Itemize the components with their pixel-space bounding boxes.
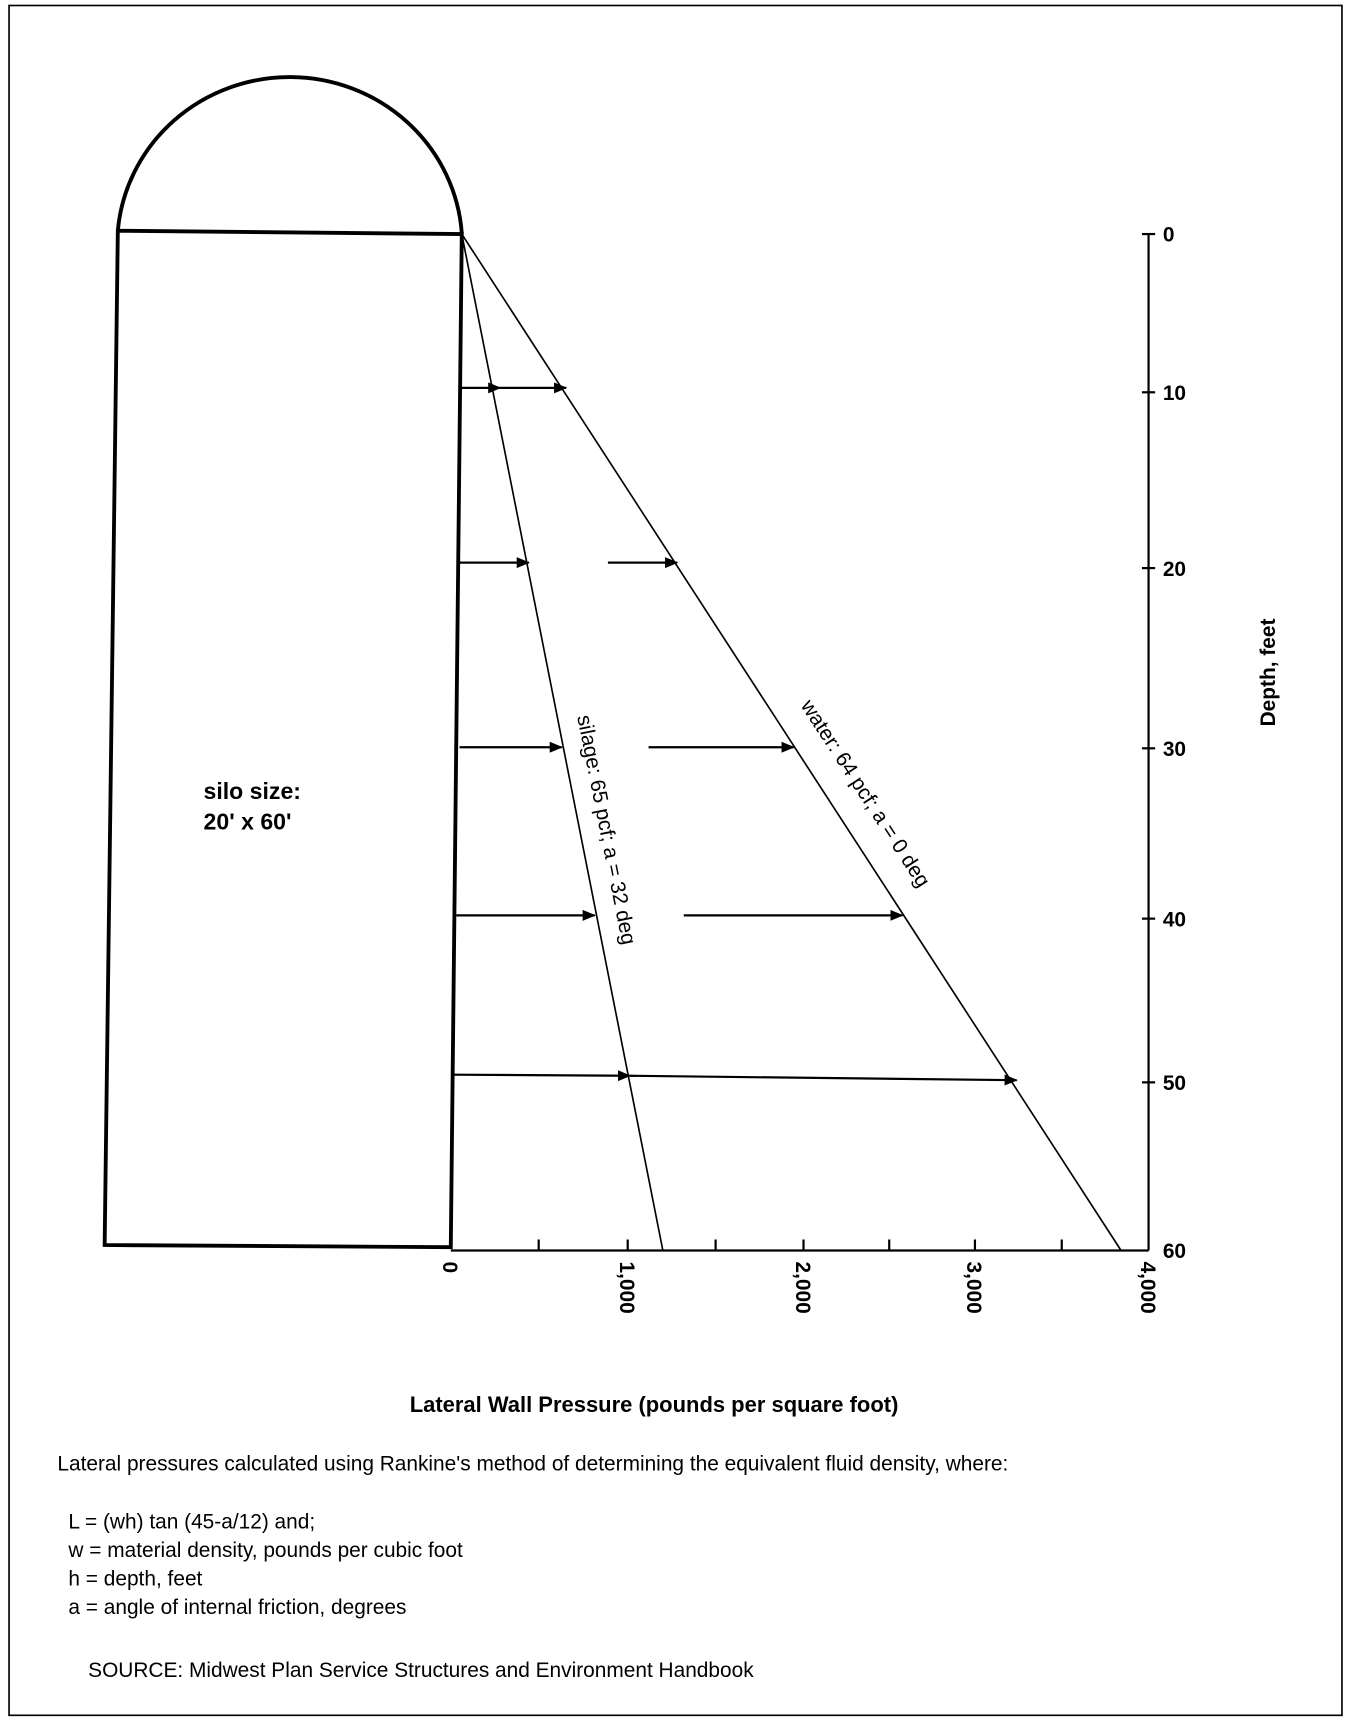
silo-dome	[118, 77, 462, 233]
formula-line: w = material density, pounds per cubic f…	[67, 1539, 463, 1562]
silo-label: 20' x 60'	[204, 809, 292, 835]
x-tick-label: 3,000	[962, 1261, 985, 1313]
formula-line: L = (wh) tan (45-a/12) and;	[68, 1511, 315, 1534]
source: SOURCE: Midwest Plan Service Structures …	[88, 1659, 754, 1682]
figure: 0 10 20 30 40 50 60 0 1,000 2,000 3,000 4,000 sila…	[0, 0, 1351, 1723]
x-tick-label: 2,000	[791, 1261, 814, 1313]
water-line	[462, 234, 1121, 1250]
pressure-arrows	[453, 388, 1017, 1080]
y-tick-label: 20	[1163, 558, 1186, 581]
ticks	[539, 234, 1155, 1250]
x-axis-title: Lateral Wall Pressure (pounds per square…	[410, 1392, 899, 1417]
y-tick-label: 40	[1163, 908, 1186, 931]
formula-line: a = angle of internal friction, degrees	[68, 1596, 406, 1619]
y-axis-title: Depth, feet	[1257, 619, 1280, 727]
x-tick-label: 1,000	[615, 1261, 638, 1313]
water-label: water: 64 pcf; a = 0 deg	[795, 695, 934, 892]
x-tick-label: 0	[438, 1261, 461, 1273]
silage-line	[462, 234, 663, 1250]
description: Lateral pressures calculated using Ranki…	[57, 1452, 1008, 1475]
y-tick-label: 0	[1163, 224, 1175, 247]
y-tick-label: 30	[1163, 738, 1186, 761]
x-tick-label: 4,000	[1136, 1261, 1159, 1313]
y-tick-label: 60	[1163, 1240, 1186, 1263]
silo-label: silo size:	[204, 778, 301, 804]
silo-body	[105, 231, 462, 1247]
silage-label: silage: 65 pcf; a = 32 deg	[572, 713, 640, 947]
formula-line: h = depth, feet	[68, 1568, 202, 1591]
y-tick-label: 10	[1163, 382, 1186, 405]
page: 0 10 20 30 40 50 60 0 1,000 2,000 3,000 4,000 sila…	[0, 0, 1351, 1723]
y-tick-label: 50	[1163, 1072, 1186, 1095]
